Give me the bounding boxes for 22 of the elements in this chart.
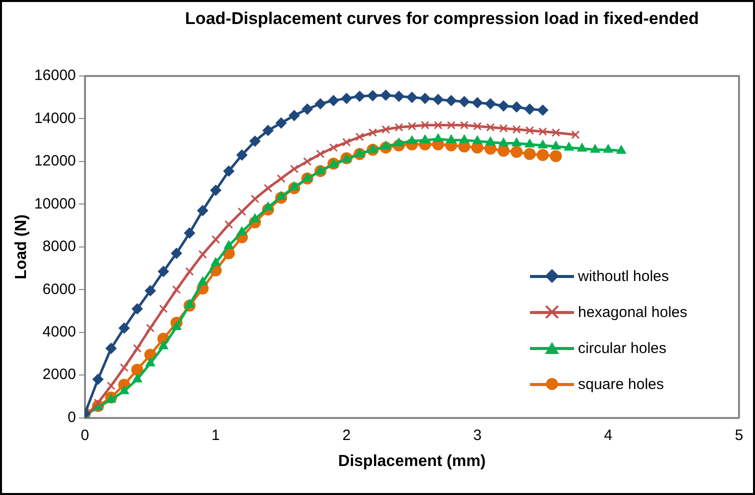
legend-label: hexagonal holes (578, 304, 688, 320)
legend-label: square holes (578, 376, 664, 392)
y-axis-title: Load (N) (13, 214, 30, 280)
y-tick-label: 4000 (42, 323, 76, 340)
legend-label: circular holes (578, 340, 666, 356)
y-tick-label: 12000 (34, 152, 76, 170)
y-tick-label: 0 (68, 408, 76, 426)
y-tick-label: 16000 (34, 67, 76, 84)
x-axis-title: Displacement (mm) (338, 452, 486, 470)
legend-label: withoutl holes (578, 268, 669, 284)
x-tick-label: 3 (473, 426, 482, 444)
x-tick-label: 2 (342, 426, 351, 444)
y-tick-label: 8000 (42, 238, 76, 256)
x-tick-label: 4 (604, 426, 612, 444)
chart-title: Load-Displacement curves for compression load in fixed-ended (184, 8, 700, 30)
y-tick-label: 10000 (34, 195, 76, 212)
x-tick-label: 1 (212, 426, 220, 444)
y-tick-label: 14000 (34, 110, 76, 127)
y-tick-label: 6000 (42, 280, 76, 298)
x-tick-label: 0 (80, 426, 90, 444)
y-tick-label: 2000 (42, 366, 76, 384)
x-tick-label: 5 (734, 426, 744, 444)
